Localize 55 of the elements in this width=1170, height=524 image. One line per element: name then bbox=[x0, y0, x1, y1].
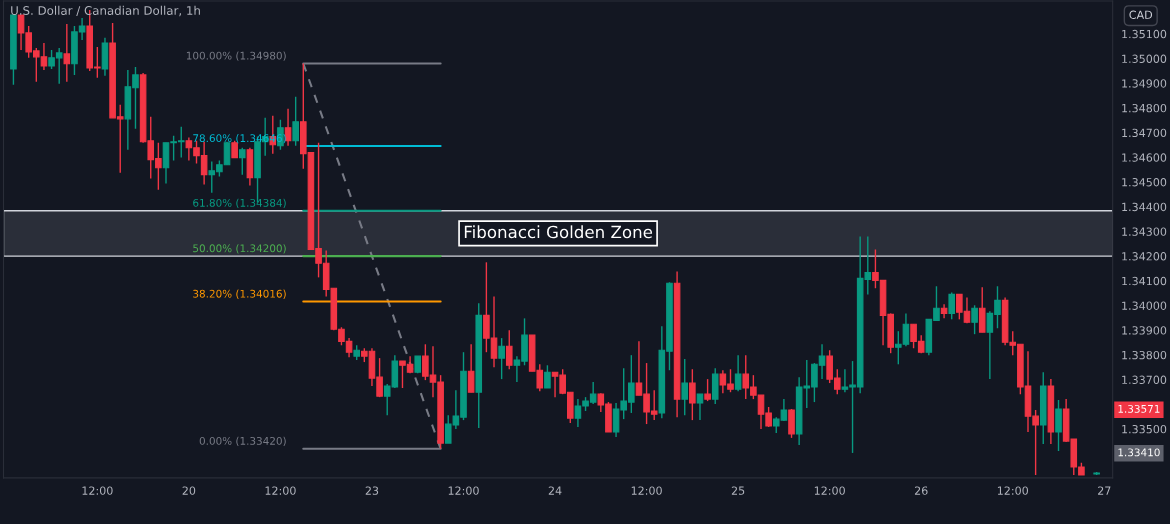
y-tick-label: 1.34400 bbox=[1122, 202, 1167, 212]
candlestick bbox=[978, 286, 986, 333]
candlestick bbox=[704, 378, 711, 402]
candlestick bbox=[948, 291, 956, 321]
text: 1.33410 bbox=[1118, 448, 1160, 457]
band-label: Fibonacci Golden Zone bbox=[464, 225, 653, 239]
x-tick-label: 24 bbox=[548, 486, 562, 495]
y-tick-label: 1.34000 bbox=[1122, 301, 1167, 310]
x-tick-label: 25 bbox=[731, 486, 745, 495]
x-tick-label: 12:00 bbox=[265, 486, 296, 495]
x-tick-label: 20 bbox=[182, 486, 196, 495]
y-tick-label: 1.34800 bbox=[1122, 103, 1167, 113]
candlestick bbox=[681, 358, 689, 416]
y-tick-label: 1.33700 bbox=[1122, 375, 1167, 384]
candlestick bbox=[1055, 399, 1062, 452]
y-tick-label: 1.35000 bbox=[1122, 54, 1167, 63]
candlestick bbox=[238, 147, 246, 176]
x-tick-label: 12:00 bbox=[997, 486, 1029, 495]
series-label: 50.00% (1.34200) bbox=[193, 244, 286, 254]
x-tick-label: 12:00 bbox=[631, 486, 662, 495]
x-tick-label: 23 bbox=[365, 486, 379, 495]
y-tick-label: 1.33500 bbox=[1122, 424, 1167, 434]
series-label: 38.20% (1.34016) bbox=[193, 289, 286, 299]
x-tick-label: 26 bbox=[914, 486, 928, 495]
y-tick-label: 1.34500 bbox=[1122, 178, 1167, 187]
y-tick-label: 1.33900 bbox=[1122, 326, 1167, 335]
chart-title: U.S. Dollar / Canadian Dollar, 1h bbox=[11, 5, 200, 17]
y-tick-label: 1.34200 bbox=[1122, 252, 1167, 261]
x-tick-label: 12:00 bbox=[82, 486, 113, 495]
x-tick-label: 12:00 bbox=[448, 486, 479, 495]
candlestick bbox=[292, 96, 299, 147]
x-tick-label: 12:00 bbox=[814, 486, 845, 495]
y-tick-label: 1.34100 bbox=[1122, 276, 1167, 286]
x-tick-label: 27 bbox=[1098, 486, 1111, 495]
candlestick bbox=[505, 329, 513, 370]
series-label: 0.00% (1.33420) bbox=[199, 436, 286, 447]
y-tick-label: 1.35100 bbox=[1122, 29, 1167, 39]
candlestick bbox=[734, 354, 742, 392]
candlestick bbox=[788, 408, 795, 439]
candlestick bbox=[689, 368, 696, 421]
text: CAD bbox=[1129, 10, 1153, 19]
y-tick-label: 1.34300 bbox=[1122, 227, 1167, 236]
candlestick bbox=[971, 304, 978, 335]
candlestick bbox=[63, 23, 71, 83]
series-label: 61.80% (1.34384) bbox=[193, 198, 286, 208]
candlestick bbox=[467, 343, 475, 393]
series-label: 100.00% (1.34980) bbox=[186, 51, 286, 61]
candlestick bbox=[498, 337, 505, 380]
y-tick-label: 1.33800 bbox=[1122, 350, 1167, 360]
text: 1.33571 bbox=[1118, 404, 1160, 413]
candlestick bbox=[544, 364, 551, 389]
y-tick-label: 1.34700 bbox=[1122, 128, 1167, 138]
candlestick bbox=[696, 393, 704, 421]
y-tick-label: 1.34900 bbox=[1122, 79, 1167, 88]
y-tick-label: 1.34600 bbox=[1122, 153, 1167, 162]
